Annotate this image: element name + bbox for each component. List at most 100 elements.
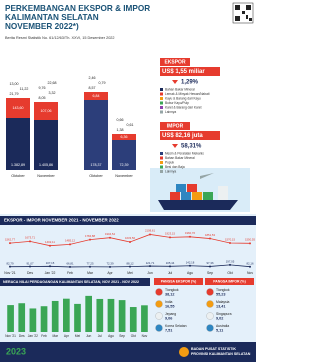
x-tick-label: Jun	[147, 271, 153, 275]
country: Malaysia	[216, 300, 229, 304]
value-label: 1784,88	[85, 234, 96, 238]
subtitle: Berita Resmi Statistik No. 61/12/63/Th. …	[5, 36, 115, 40]
bar	[51, 300, 59, 332]
down-arrow	[172, 144, 178, 148]
bar	[18, 303, 26, 332]
country: Korea Selatan	[165, 324, 187, 328]
flag	[206, 300, 214, 308]
x-tick-label: Sep	[207, 271, 213, 275]
footer-band	[0, 342, 256, 362]
summary-value-box	[160, 131, 220, 140]
summary-tag	[160, 122, 190, 130]
country: Singapura	[216, 312, 232, 316]
bar	[7, 305, 14, 332]
flag	[155, 288, 163, 296]
point	[149, 233, 151, 236]
segment-label: 21,79	[10, 92, 19, 96]
point	[9, 242, 11, 245]
ship-illustration	[150, 168, 250, 212]
bar	[63, 298, 70, 332]
bar-upper-label: 107,06	[41, 109, 52, 113]
flag	[206, 288, 214, 296]
footer-year: 2023	[6, 346, 26, 356]
segment-label: 3,32	[49, 91, 56, 95]
x-tick-label: Nov '21	[5, 334, 16, 338]
flag	[206, 324, 214, 332]
bar-upper	[84, 92, 108, 100]
share: 9,02	[216, 317, 223, 321]
value-label: 82,16	[247, 261, 254, 265]
value-label: 82,79	[7, 261, 14, 265]
bar-lower	[84, 100, 108, 170]
bar	[141, 305, 148, 332]
point	[189, 235, 191, 238]
legend-label: Kayu & Barang dari Kayu	[165, 96, 201, 100]
flag	[155, 300, 163, 308]
value-label: 1402,11	[45, 240, 55, 244]
summary-tag	[160, 58, 190, 66]
bar	[107, 298, 115, 332]
value-label: 72,39	[107, 262, 114, 266]
bar	[96, 298, 104, 332]
bar-lower	[34, 120, 58, 170]
x-tick-label: Nov	[247, 271, 253, 275]
value-label: 97,36	[207, 261, 214, 265]
legend-swatch	[160, 156, 163, 160]
point	[189, 264, 191, 267]
segment-label: 9,76	[39, 86, 46, 90]
point	[9, 265, 11, 268]
value-label: 142,18	[186, 260, 195, 264]
category-label: November	[115, 174, 133, 178]
segment-label: 0,66	[117, 118, 124, 122]
legend-swatch	[160, 101, 163, 105]
value-label: 1851,53	[205, 233, 216, 237]
x-tick-label: Des	[19, 334, 25, 338]
x-tick-label: Jul	[168, 271, 173, 275]
legend-label: Bahan Bakar Mineral	[165, 87, 195, 91]
point	[209, 237, 211, 240]
point	[69, 243, 71, 246]
summary-value: US$ 1,55 miliar	[162, 69, 205, 75]
category-label: Oktober	[11, 174, 25, 178]
value-label: 121,71	[146, 261, 155, 265]
segment-label: 2,46	[89, 76, 96, 80]
bar-upper-label: 6,84	[93, 94, 100, 98]
value-label: 91,07	[27, 261, 34, 265]
legend-label: Bahan Bakar Mineral	[165, 156, 195, 160]
bar	[74, 303, 81, 332]
summary-value-box	[160, 67, 220, 76]
footer-org: PROVINSI KALIMANTAN SELATAN	[191, 352, 251, 356]
bar-upper	[112, 134, 136, 140]
bar-upper-label: 6,36	[121, 135, 128, 139]
title-line: NOVEMBER 2022*)	[5, 22, 79, 31]
x-tick-label: Apr	[64, 334, 70, 338]
value-label: 1633,56	[125, 236, 136, 240]
flag	[155, 312, 163, 320]
down-arrow	[172, 80, 178, 84]
share: 13,41	[216, 305, 226, 309]
value-label: 2108,61	[145, 229, 156, 233]
country: Tiongkok	[216, 288, 230, 292]
x-tick-label: Jan '22	[28, 334, 38, 338]
point	[229, 263, 231, 266]
summary-value: US$ 82,16 juta	[162, 133, 203, 139]
value-label: 107,15	[46, 261, 55, 265]
legend-swatch	[160, 161, 163, 164]
share: 38,12	[165, 293, 175, 297]
pangsa-header	[205, 278, 254, 285]
legend-label: Bubur Kayu/Pulp	[165, 101, 189, 105]
bar-lower	[6, 118, 30, 170]
x-tick-label: Jun	[86, 334, 91, 338]
legend-label: Mesin & Peralatan Mekanis	[165, 151, 204, 155]
x-tick-label: Mei	[127, 271, 133, 275]
point	[149, 265, 151, 268]
country: India	[165, 300, 172, 304]
bar	[40, 306, 48, 332]
pangsa-title: PANGSA EKSPOR (%)	[161, 279, 197, 283]
value-label: 1960,76	[185, 231, 196, 235]
flag	[206, 312, 214, 320]
segment-label: 1,38	[117, 128, 124, 132]
bar-upper	[34, 102, 58, 120]
summary-label: IMPOR	[167, 123, 184, 129]
